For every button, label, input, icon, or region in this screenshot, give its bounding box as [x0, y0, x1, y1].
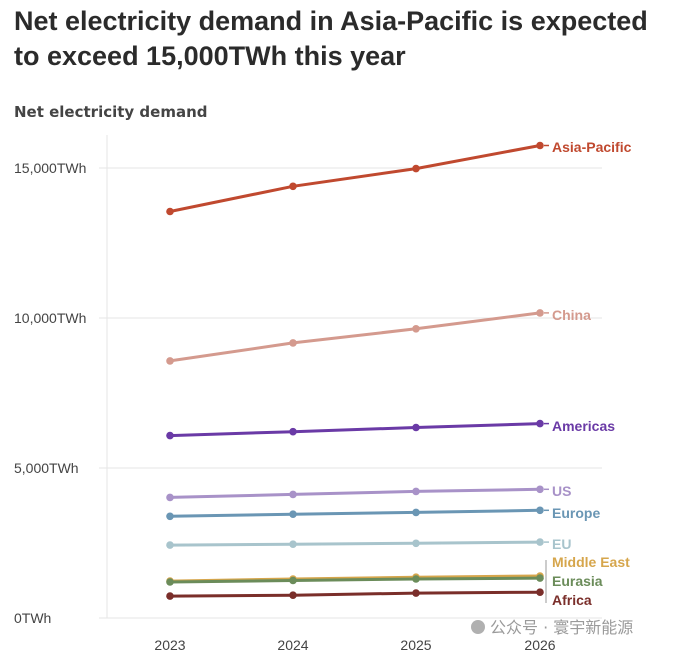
data-point — [536, 141, 544, 150]
series-line — [169, 508, 541, 518]
series-label: Middle East — [552, 554, 630, 570]
data-point — [166, 578, 174, 586]
series-line — [169, 487, 541, 499]
data-point — [166, 357, 174, 365]
x-tick-label: 2023 — [154, 637, 185, 653]
wechat-icon — [471, 620, 485, 634]
series-label: US — [552, 483, 571, 499]
data-point — [536, 506, 544, 515]
data-point — [166, 493, 174, 502]
data-point — [412, 539, 420, 548]
data-point — [536, 419, 544, 428]
y-tick-label: 10,000TWh — [14, 310, 86, 326]
series-line — [169, 576, 541, 584]
series-line — [169, 540, 541, 547]
series-label: Eurasia — [552, 573, 603, 589]
data-point — [289, 540, 297, 548]
x-tick-label: 2026 — [524, 637, 555, 653]
data-point — [166, 431, 174, 440]
data-point — [412, 164, 420, 173]
data-point — [166, 207, 174, 216]
data-point — [289, 427, 297, 436]
data-point — [536, 538, 544, 546]
data-point — [412, 487, 420, 496]
series-label: Africa — [552, 592, 592, 608]
data-point — [166, 592, 174, 600]
data-point — [536, 588, 544, 596]
series-label: Asia-Pacific — [552, 139, 632, 155]
series-label: Europe — [552, 505, 600, 521]
data-point — [289, 510, 297, 518]
data-point — [289, 591, 297, 599]
data-point — [536, 574, 544, 582]
series-line — [169, 422, 541, 438]
data-point — [166, 512, 174, 521]
watermark: 公众号 · 寰宇新能源 — [490, 618, 633, 637]
data-point — [536, 309, 544, 317]
data-point — [412, 508, 420, 517]
y-tick-label: 0TWh — [14, 610, 51, 626]
x-tick-label: 2024 — [277, 637, 308, 653]
data-point — [412, 589, 420, 597]
series-line — [169, 311, 541, 363]
data-point — [289, 576, 297, 585]
data-point — [412, 423, 420, 432]
data-point — [412, 325, 420, 333]
chart-title: Net electricity demand in Asia-Pacific i… — [14, 6, 648, 71]
data-point — [289, 182, 297, 191]
y-tick-label: 5,000TWh — [14, 460, 79, 476]
data-point — [536, 485, 544, 494]
series-label: Americas — [552, 418, 615, 434]
x-tick-label: 2025 — [400, 637, 431, 653]
y-tick-label: 15,000TWh — [14, 160, 86, 176]
series-line — [169, 590, 541, 598]
data-point — [412, 575, 420, 583]
data-point — [166, 541, 174, 549]
data-point — [289, 490, 297, 499]
series-label: EU — [552, 536, 571, 552]
series-label: China — [552, 307, 591, 323]
data-point — [289, 339, 297, 347]
series-line — [169, 144, 541, 213]
y-axis-title: Net electricity demand — [14, 103, 208, 121]
